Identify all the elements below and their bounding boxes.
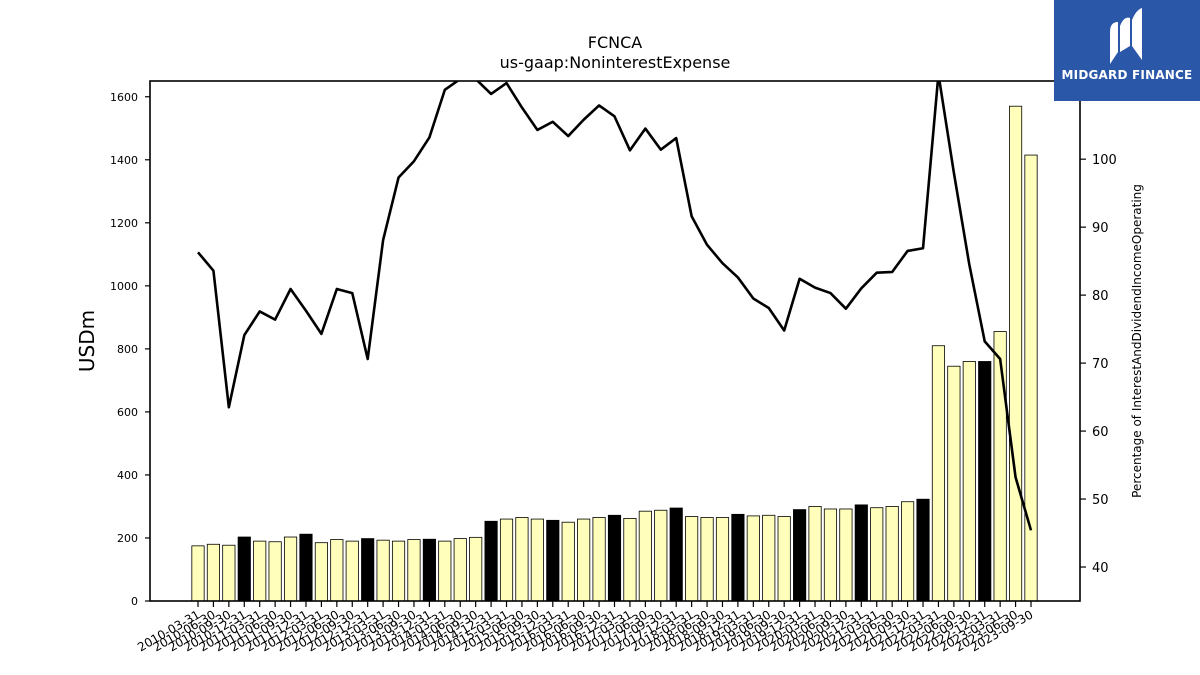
bar-2010-12-31 (237, 536, 251, 602)
y-axis-label: USDm (75, 310, 99, 372)
y-tick-label: 800 (117, 343, 138, 356)
bar-series (191, 105, 1038, 602)
y2-tick-label: 60 (1092, 425, 1109, 440)
bar-2018-06-30 (700, 517, 714, 602)
bar-2018-03-31 (685, 516, 699, 602)
bar-2018-12-31 (731, 513, 745, 602)
bar-2010-03-31 (191, 545, 205, 602)
logo-text: MIDGARD FINANCE (1061, 68, 1193, 82)
bar-2012-03-31 (314, 542, 328, 602)
y-tick-label: 0 (131, 595, 138, 608)
y2-tick-label: 70 (1092, 357, 1109, 372)
bar-2017-12-31 (669, 507, 683, 602)
bar-2013-12-31 (422, 538, 436, 602)
y-tick-label: 1600 (110, 91, 138, 104)
bar-2015-06-30 (515, 517, 529, 602)
y-tick-label: 1000 (110, 280, 138, 293)
bar-2023-09-30 (1024, 154, 1038, 602)
y2-axis-label: Percentage of InterestAndDividendIncomeO… (1130, 184, 1144, 498)
y2-tick-label: 50 (1092, 493, 1109, 508)
bar-2011-09-30 (283, 536, 298, 602)
bar-2012-09-30 (345, 540, 359, 602)
bar-2023-06-30 (1009, 105, 1023, 602)
bar-2017-06-30 (638, 510, 652, 602)
bar-2010-06-30 (206, 543, 220, 602)
bar-2019-06-30 (762, 514, 776, 602)
y2-tick-label: 100 (1092, 153, 1117, 168)
bar-2022-06-30 (947, 365, 961, 602)
right-axis: 40 50 60 70 80 90 100 (1080, 153, 1117, 576)
bar-2022-12-31 (978, 361, 992, 602)
bar-2011-03-31 (253, 540, 267, 602)
bar-2020-12-31 (854, 504, 868, 602)
bar-2019-12-31 (793, 509, 807, 602)
bar-2015-09-30 (530, 518, 544, 602)
midgard-logo-icon (1110, 8, 1142, 64)
bar-2012-06-30 (330, 539, 344, 602)
percentage-line (197, 81, 1033, 531)
bar-2016-12-31 (607, 514, 622, 602)
bar-2015-12-31 (546, 519, 560, 602)
bar-2022-03-31 (931, 345, 946, 602)
bar-2014-06-30 (453, 538, 467, 602)
chart-subtitle: us-gaap:NoninterestExpense (500, 53, 731, 72)
chart-title: FCNCA (588, 33, 643, 52)
bar-2017-03-31 (623, 518, 637, 602)
bar-2020-03-31 (808, 506, 822, 602)
bar-2021-06-30 (885, 506, 899, 602)
bar-2023-03-31 (993, 331, 1007, 602)
y2-tick-label: 80 (1092, 289, 1109, 304)
bar-2020-06-30 (823, 508, 838, 602)
bar-2016-09-30 (592, 517, 606, 602)
bar-2011-06-30 (268, 541, 282, 602)
bar-2021-03-31 (870, 507, 884, 602)
bar-2021-09-30 (901, 501, 915, 602)
bar-2013-06-30 (391, 540, 406, 602)
bar-2019-03-31 (746, 515, 760, 602)
bar-2013-03-31 (376, 539, 390, 602)
bar-2015-03-31 (499, 518, 514, 602)
bar-2014-03-31 (438, 540, 452, 602)
line-series (197, 81, 1033, 531)
bar-2012-12-31 (361, 538, 375, 602)
midgard-finance-logo: MIDGARD FINANCE (1054, 0, 1200, 101)
bar-2011-12-31 (299, 533, 313, 602)
y2-tick-label: 90 (1092, 221, 1109, 236)
bar-2010-09-30 (222, 544, 236, 602)
bar-2014-12-31 (484, 520, 498, 602)
bar-2014-09-30 (469, 536, 483, 602)
y-tick-label: 600 (117, 406, 138, 419)
bar-2021-12-31 (916, 498, 930, 602)
bar-2019-09-30 (777, 516, 791, 602)
y-tick-label: 400 (117, 469, 138, 482)
bar-2017-09-30 (654, 509, 668, 602)
bar-2013-09-30 (407, 539, 421, 602)
y-tick-label: 1400 (110, 154, 138, 167)
bar-2022-09-30 (962, 361, 976, 602)
y2-tick-label: 40 (1092, 561, 1109, 576)
left-axis: 0 200 400 600 800 1000 1200 1400 1600 (110, 91, 150, 608)
y-tick-label: 1200 (110, 217, 138, 230)
bar-2016-03-31 (561, 521, 575, 602)
bar-2020-09-30 (839, 508, 853, 602)
x-axis: 2010-03-312010-06-302010-09-302010-12-31… (135, 601, 1036, 654)
bar-2018-09-30 (715, 517, 730, 602)
y-tick-label: 200 (117, 532, 138, 545)
bar-2016-06-30 (577, 518, 591, 602)
